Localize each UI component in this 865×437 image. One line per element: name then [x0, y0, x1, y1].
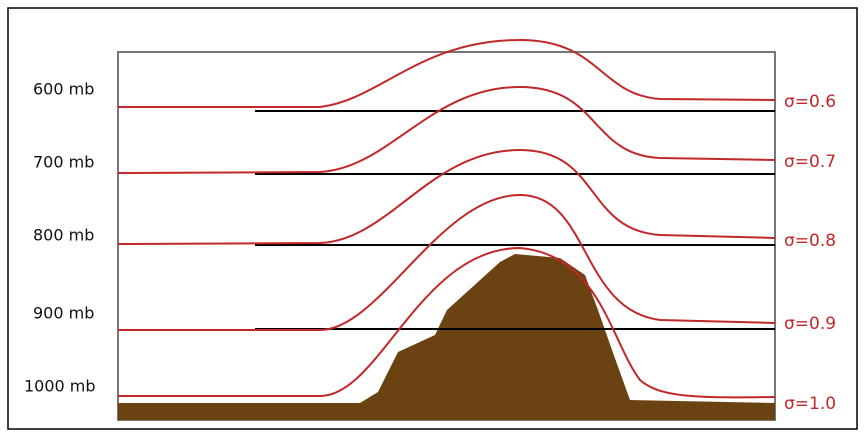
sigma-label: σ=0.6: [784, 92, 836, 112]
sigma-label: σ=1.0: [784, 394, 836, 414]
pressure-label: 1000 mb: [24, 377, 96, 396]
sigma-label: σ=0.7: [784, 152, 836, 172]
pressure-label: 800 mb: [33, 226, 94, 245]
page: 600 mb 700 mb 800 mb 900 mb 1000 mb σ=0.…: [0, 0, 865, 437]
sigma-label: σ=0.8: [784, 231, 836, 251]
sigma-label: σ=0.9: [784, 314, 836, 334]
pressure-label: 600 mb: [33, 80, 94, 99]
pressure-label: 700 mb: [33, 153, 94, 172]
diagram: 600 mb 700 mb 800 mb 900 mb 1000 mb σ=0.…: [0, 0, 865, 437]
pressure-label: 900 mb: [33, 304, 94, 323]
